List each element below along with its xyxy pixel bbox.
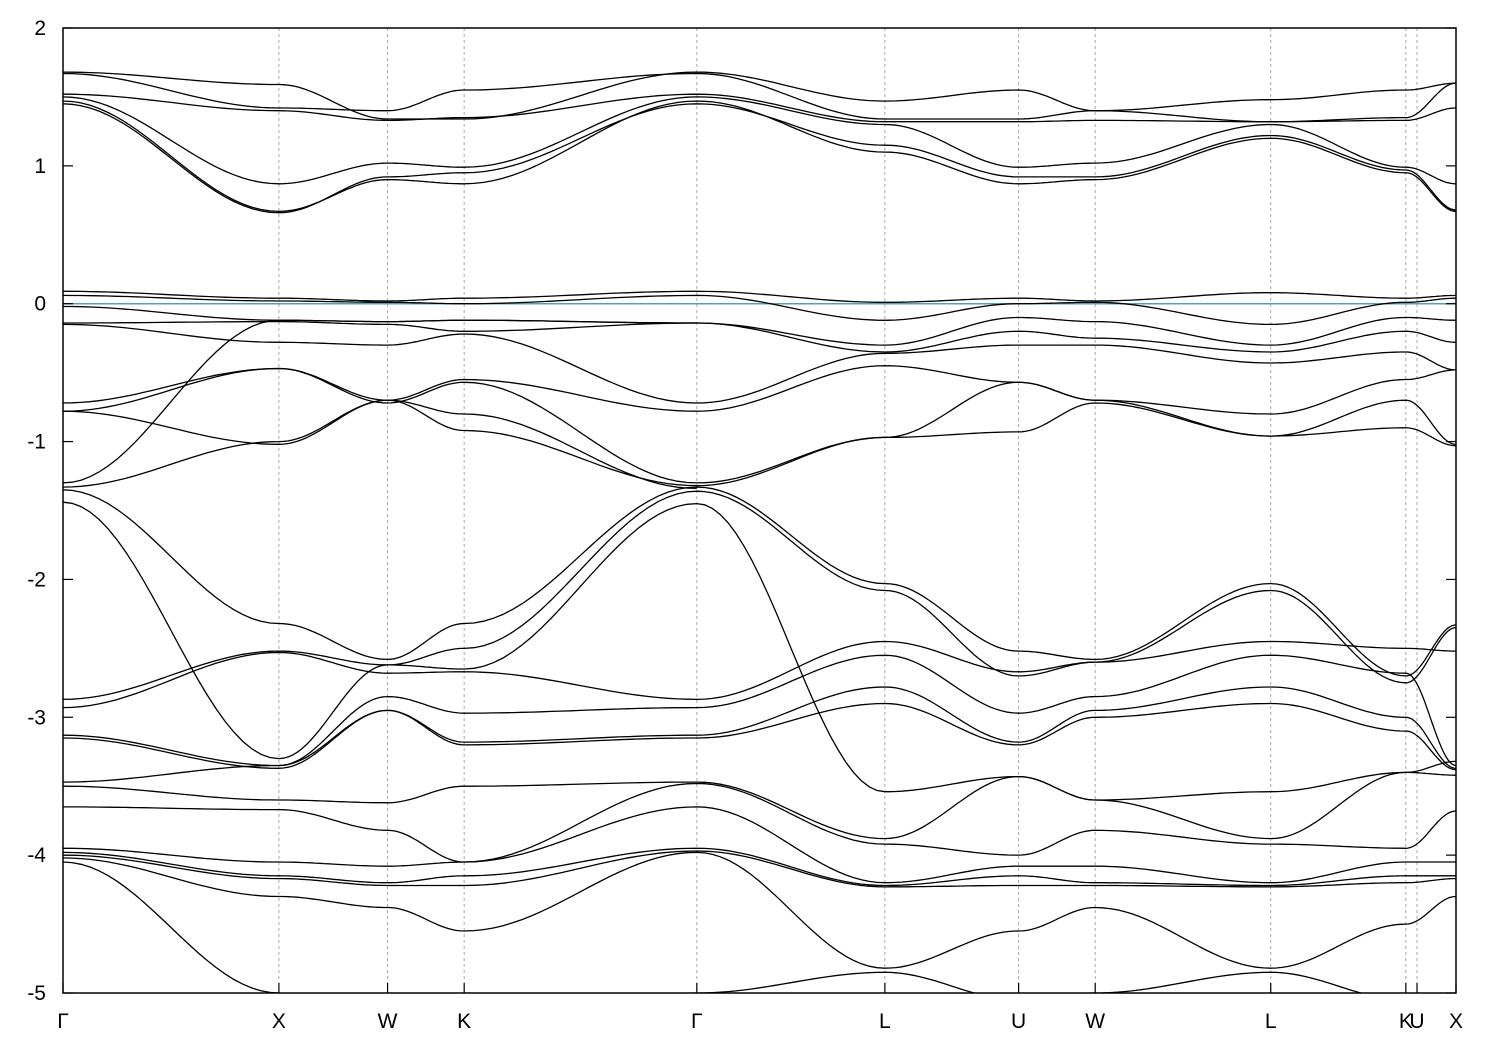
x-tick-label: X — [1449, 1010, 1463, 1033]
band-23 — [63, 702, 1456, 783]
band-18 — [63, 490, 1456, 760]
band-10 — [63, 320, 1456, 353]
bands — [63, 71, 1456, 993]
y-tick-label: -1 — [27, 431, 46, 454]
y-tick-label: 0 — [34, 293, 46, 316]
band-8 — [63, 294, 1456, 326]
y-tick-label: 1 — [34, 155, 46, 178]
vertical-grid — [278, 28, 1418, 993]
band-25 — [63, 782, 1456, 863]
band-7 — [63, 290, 1456, 303]
band-16 — [63, 399, 697, 490]
band-29 — [63, 851, 1456, 969]
band-14 — [63, 381, 1456, 487]
band-20 — [63, 640, 1456, 709]
band-11 — [63, 323, 1456, 404]
x-tick-label: L — [1265, 1010, 1277, 1033]
band-4 — [63, 96, 1456, 185]
band-28 — [63, 850, 1456, 888]
band-5 — [63, 100, 1456, 213]
x-tick-label: X — [272, 1010, 286, 1033]
band-15 — [63, 319, 697, 484]
band-21 — [63, 654, 1456, 767]
x-tick-label: L — [879, 1010, 891, 1033]
band-13 — [63, 367, 1456, 484]
band-26 — [63, 806, 1456, 884]
band-9 — [63, 305, 1456, 346]
x-axis: Γ X W K Γ L U W L KU X — [57, 983, 1463, 1033]
band-22 — [63, 686, 1456, 769]
band-19 — [63, 502, 1456, 801]
band-12 — [63, 365, 1456, 415]
plot-frame — [62, 27, 1457, 994]
band-3 — [63, 93, 1456, 123]
x-tick-label: Γ — [691, 1010, 703, 1033]
x-tick-label: W — [1085, 1010, 1105, 1033]
y-tick-label: 2 — [34, 17, 46, 40]
x-tick-label: U — [1011, 1010, 1026, 1033]
y-tick-label: -5 — [27, 982, 46, 1005]
band-17 — [63, 486, 1456, 677]
y-tick-label: -4 — [27, 844, 46, 867]
x-tick-label: K — [1399, 1010, 1413, 1033]
band-6 — [63, 103, 1456, 214]
x-tick-label: K — [457, 1010, 471, 1033]
y-axis: 2 1 0 -1 -2 -3 -4 -5 — [27, 17, 1456, 1005]
x-tick-label: U — [1409, 1010, 1424, 1033]
x-tick-label: Γ — [57, 1010, 69, 1033]
band-30 — [63, 861, 1364, 993]
y-tick-label: -2 — [27, 568, 46, 591]
x-tick-label: W — [378, 1010, 398, 1033]
y-tick-label: -3 — [27, 706, 46, 729]
band-1 — [63, 71, 1456, 120]
band-27 — [63, 847, 1456, 887]
band-24 — [63, 771, 1456, 840]
band-2 — [63, 72, 1456, 123]
